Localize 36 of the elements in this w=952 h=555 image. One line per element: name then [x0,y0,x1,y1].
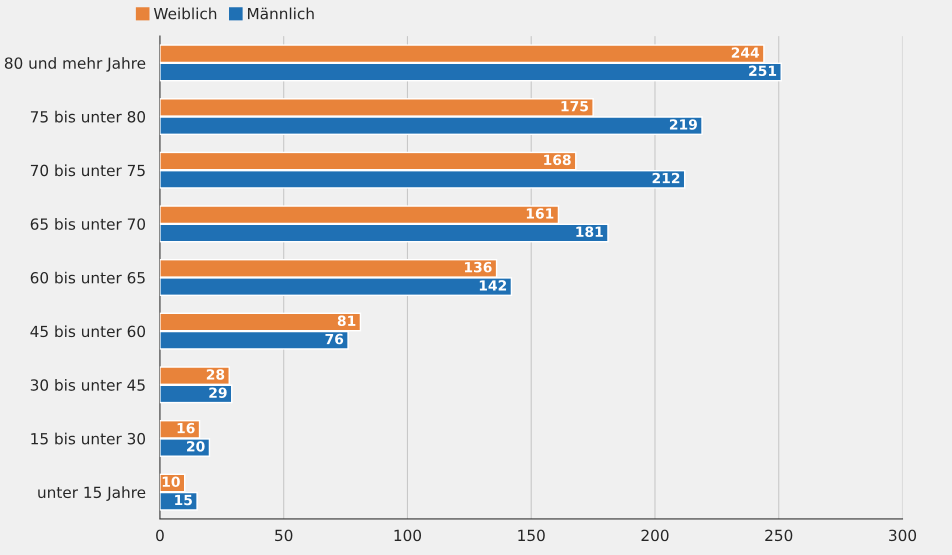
y-tick-label: 80 und mehr Jahre [4,57,146,72]
x-tick-label: 250 [765,530,792,542]
data-label: 20 [187,441,205,452]
y-tick-label: 75 bis unter 80 [30,110,146,123]
x-tick-label: 150 [518,530,545,542]
x-tick-label: 50 [275,530,292,542]
data-label: 28 [206,369,224,380]
data-label: 16 [178,422,195,434]
legend-label: Männlich [248,8,314,20]
x-tick-label: 300 [889,530,916,542]
data-label: 10 [162,476,180,488]
data-label: 181 [576,226,603,237]
y-tick-label: 70 bis unter 75 [30,164,145,176]
data-label: 168 [544,154,571,166]
x-tick-label: 200 [642,530,669,542]
data-label: 142 [480,280,506,290]
y-tick-label: 45 bis unter 60 [30,325,146,338]
x-tick-label: 0 [156,530,164,542]
data-label: 15 [175,494,192,506]
data-label: 76 [325,334,344,344]
data-label: 251 [749,66,776,76]
data-label: 219 [670,119,697,130]
data-label: 161 [526,208,554,219]
y-tick-label: 30 bis unter 45 [30,378,145,391]
data-label: 29 [209,387,227,398]
data-label: 136 [464,262,492,272]
data-label: 212 [652,172,680,184]
x-tick-label: 100 [394,530,422,542]
data-label: 175 [562,101,588,112]
legend-label: Weiblich [154,8,216,20]
y-tick-label: 60 bis unter 65 [30,272,145,284]
y-tick-label: 15 bis unter 30 [31,432,146,444]
data-label: 244 [732,47,760,58]
y-tick-label: unter 15 Jahre [38,486,146,501]
y-tick-label: 65 bis unter 70 [30,218,146,230]
data-label: 81 [338,316,356,326]
